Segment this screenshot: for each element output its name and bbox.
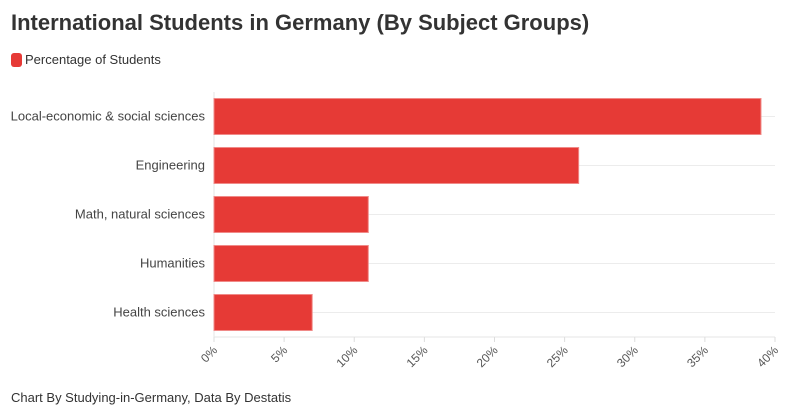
x-tick-label: 20% bbox=[474, 343, 501, 370]
legend: Percentage of Students bbox=[11, 52, 161, 67]
x-tick-label: 30% bbox=[614, 343, 641, 370]
x-tick-label: 35% bbox=[684, 343, 711, 370]
x-tick-label: 5% bbox=[268, 343, 290, 365]
category-label: Health sciences bbox=[113, 305, 205, 320]
legend-label: Percentage of Students bbox=[25, 52, 161, 67]
legend-swatch bbox=[11, 52, 22, 67]
x-tick-label: 10% bbox=[333, 343, 360, 370]
chart-title: International Students in Germany (By Su… bbox=[11, 10, 590, 35]
x-tick-label: 40% bbox=[754, 343, 781, 370]
category-label: Engineering bbox=[136, 158, 205, 173]
x-tick-label: 0% bbox=[198, 343, 220, 365]
category-label: Local-economic & social sciences bbox=[11, 109, 206, 124]
bar bbox=[213, 147, 580, 184]
x-tick-label: 25% bbox=[544, 343, 571, 370]
bar bbox=[213, 245, 369, 282]
bar bbox=[213, 98, 762, 135]
bar bbox=[213, 294, 313, 331]
bar bbox=[213, 196, 369, 233]
chart-footer: Chart By Studying-in-Germany, Data By De… bbox=[11, 390, 292, 405]
category-label: Math, natural sciences bbox=[75, 207, 206, 222]
x-tick-label: 15% bbox=[404, 343, 431, 370]
category-label: Humanities bbox=[140, 256, 206, 271]
